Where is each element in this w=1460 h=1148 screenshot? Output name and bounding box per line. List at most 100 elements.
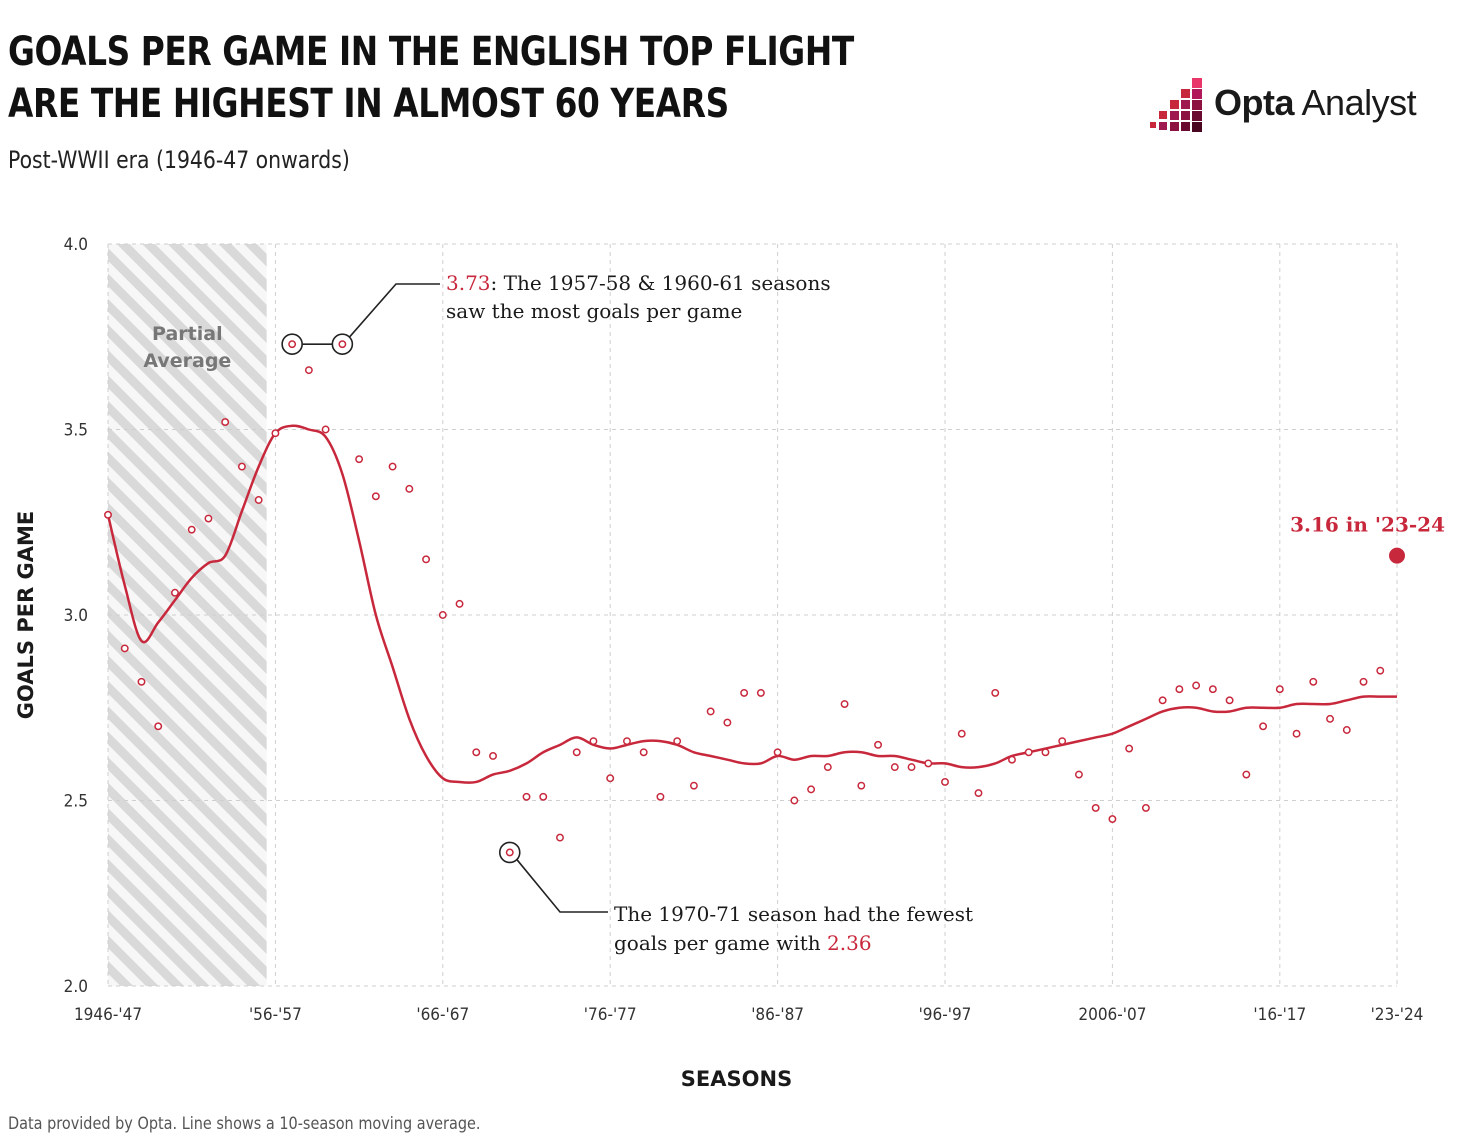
season-point	[455, 599, 464, 608]
season-point	[1158, 696, 1167, 705]
chart-title: GOALS PER GAME IN THE ENGLISH TOP FLIGHT…	[8, 29, 854, 127]
season-point	[941, 778, 949, 786]
logo-regular-text: Analyst	[1294, 82, 1417, 123]
season-point	[1074, 770, 1083, 779]
moving-average-line	[106, 424, 1397, 784]
season-point	[355, 455, 364, 464]
x-tick-label: '56-'57	[249, 1005, 302, 1025]
season-point	[438, 611, 447, 619]
season-point	[924, 759, 933, 768]
y-axis-title: GOALS PER GAME	[14, 511, 38, 720]
season-point	[539, 792, 548, 801]
season-point	[1326, 714, 1334, 723]
max-annotation-line2: saw the most goals per game	[446, 299, 742, 323]
season-point	[673, 737, 682, 746]
x-tick-label: '16-'17	[1253, 1005, 1306, 1025]
partial-average-label: Partial	[152, 323, 223, 345]
season-point	[154, 722, 163, 731]
season-point	[890, 763, 899, 772]
season-point	[957, 729, 966, 738]
season-point	[204, 514, 213, 523]
season-point	[622, 737, 631, 746]
season-point	[1091, 803, 1100, 812]
y-tick-label: 3.0	[64, 606, 88, 626]
min-annotation-line1: The 1970-71 season had the fewest	[614, 902, 973, 926]
chart-subtitle: Post-WWII era (1946-47 onwards)	[8, 146, 350, 174]
season-point	[1225, 696, 1234, 705]
season-point	[104, 510, 112, 519]
x-tick-label: '66-'67	[416, 1005, 469, 1025]
min-annotation-value: 2.36	[827, 931, 872, 955]
season-point	[321, 425, 330, 434]
season-point	[991, 688, 1000, 697]
partial-average-label: Average	[143, 350, 231, 372]
annotation-ring	[498, 841, 521, 864]
opta-logo-icon	[1150, 78, 1202, 132]
x-tick-label: '86-'87	[751, 1005, 804, 1025]
season-point	[773, 748, 782, 757]
season-point	[187, 525, 196, 534]
x-tick-label: '23-'24	[1371, 1005, 1424, 1025]
x-tick-label: '96-'97	[919, 1005, 972, 1025]
season-point	[1309, 677, 1318, 686]
season-point	[756, 688, 765, 697]
season-point	[388, 462, 397, 471]
y-tick-label: 2.0	[64, 977, 88, 997]
season-point	[790, 796, 799, 805]
season-point	[371, 492, 380, 501]
logo-bold-text: Opta	[1214, 82, 1295, 123]
x-tick-label: 2006-'07	[1078, 1005, 1146, 1025]
season-point	[522, 792, 531, 801]
season-point	[572, 748, 581, 757]
season-point	[840, 700, 849, 708]
season-point	[1292, 729, 1301, 738]
season-point	[137, 677, 146, 686]
season-point	[589, 737, 598, 746]
season-point	[857, 781, 866, 790]
season-point	[405, 484, 414, 493]
season-point	[689, 781, 698, 790]
season-point	[120, 644, 129, 653]
season-point	[807, 785, 816, 794]
season-point	[505, 848, 514, 857]
season-point	[706, 707, 715, 716]
min-annotation-line2: goals per game with 2.36	[614, 931, 872, 955]
season-point	[304, 366, 313, 375]
season-point	[1175, 685, 1184, 694]
season-point	[1024, 748, 1033, 757]
season-point	[237, 462, 246, 471]
x-tick-label: '76-'77	[584, 1005, 637, 1025]
logo-wordmark: Opta Analyst	[1214, 82, 1417, 124]
season-point	[1342, 726, 1351, 734]
season-point	[254, 496, 263, 504]
season-point	[1125, 744, 1134, 753]
season-point	[338, 340, 347, 349]
y-tick-label: 4.0	[64, 235, 88, 255]
season-point	[1041, 748, 1050, 757]
season-point	[874, 740, 883, 749]
max-annotation-text: : The 1957-58 & 1960-61 seasons	[491, 271, 831, 295]
season-point	[556, 833, 564, 842]
season-point	[907, 763, 916, 772]
season-point	[288, 340, 297, 349]
season-point	[656, 792, 665, 801]
season-point	[740, 688, 749, 697]
y-tick-label: 3.5	[64, 421, 88, 441]
season-point	[1058, 737, 1067, 746]
max-annotation-value: 3.73	[446, 271, 491, 295]
highlight-point-2023-24	[1389, 547, 1405, 564]
season-point	[472, 748, 481, 757]
x-axis-title: SEASONS	[681, 1067, 792, 1091]
season-point	[1242, 770, 1251, 779]
season-point	[1108, 815, 1117, 823]
season-point	[171, 588, 179, 597]
season-point	[1275, 685, 1284, 694]
season-point	[606, 774, 615, 783]
y-tick-label: 2.5	[64, 792, 88, 812]
season-point	[639, 748, 648, 757]
annotation-leader-line	[302, 283, 440, 345]
season-point	[1141, 803, 1150, 812]
season-point	[1208, 685, 1217, 694]
season-point	[723, 718, 732, 727]
